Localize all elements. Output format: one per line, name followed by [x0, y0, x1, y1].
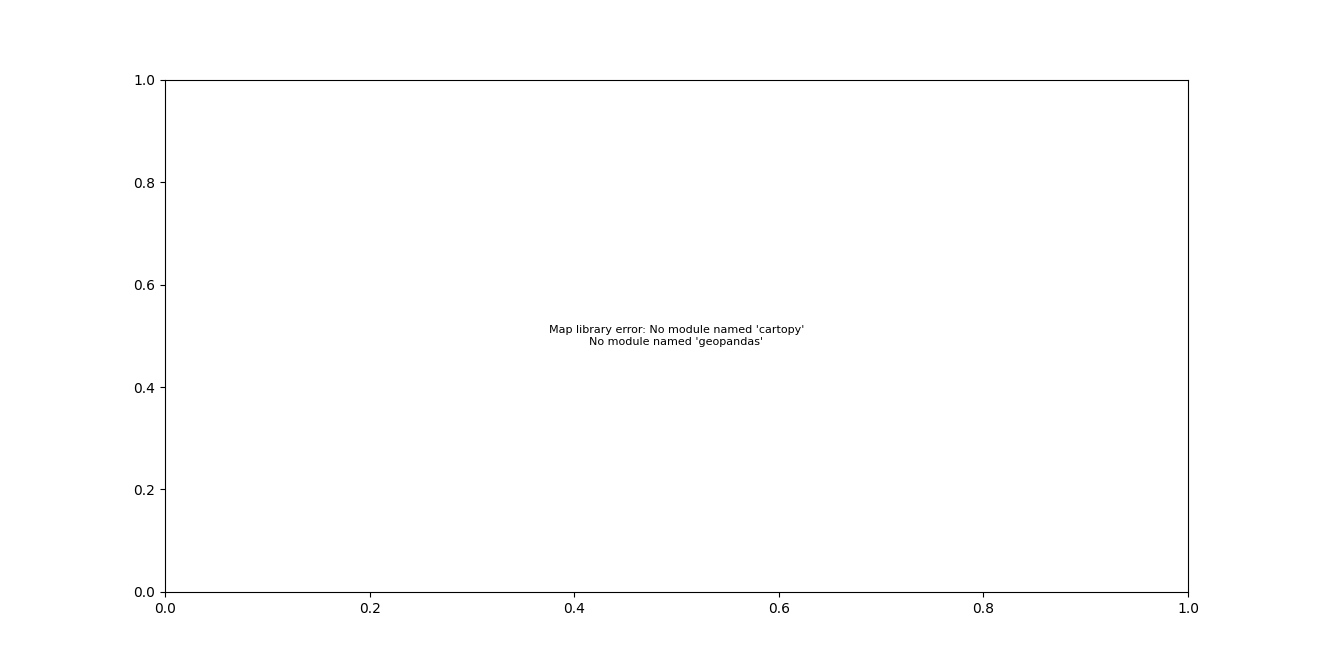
Text: Map library error: No module named 'cartopy'
No module named 'geopandas': Map library error: No module named 'cart… — [549, 325, 804, 346]
